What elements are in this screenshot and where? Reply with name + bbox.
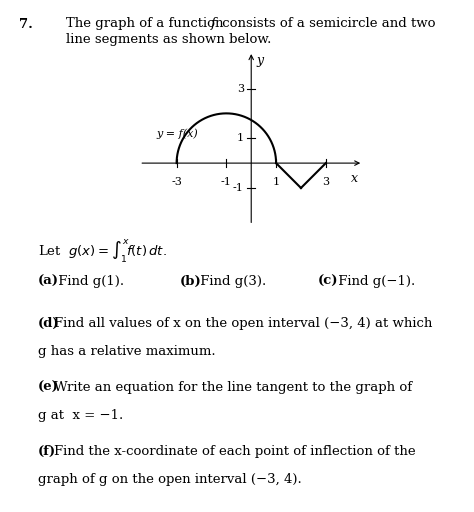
Text: -1: -1 — [221, 177, 232, 187]
Text: 1: 1 — [273, 177, 280, 187]
Text: Find the x-coordinate of each point of inflection of the: Find the x-coordinate of each point of i… — [54, 445, 416, 458]
Text: -3: -3 — [171, 177, 182, 187]
Text: 1: 1 — [237, 133, 244, 143]
Text: Find g(3).: Find g(3). — [196, 275, 266, 288]
Text: (b): (b) — [180, 275, 202, 288]
Text: (a): (a) — [38, 275, 59, 288]
Text: g at  x = −1.: g at x = −1. — [38, 409, 123, 422]
Text: Find all values of x on the open interval (−3, 4) at which: Find all values of x on the open interva… — [54, 317, 432, 330]
Text: (e): (e) — [38, 381, 59, 394]
Text: line segments as shown below.: line segments as shown below. — [66, 33, 272, 46]
Text: Find g(−1).: Find g(−1). — [334, 275, 415, 288]
Text: 7.: 7. — [19, 18, 33, 31]
Text: f: f — [211, 17, 216, 30]
Text: graph of g on the open interval (−3, 4).: graph of g on the open interval (−3, 4). — [38, 473, 301, 486]
Text: g has a relative maximum.: g has a relative maximum. — [38, 345, 216, 358]
Text: (c): (c) — [318, 275, 338, 288]
Text: consists of a semicircle and two: consists of a semicircle and two — [218, 17, 435, 30]
Text: Find g(1).: Find g(1). — [54, 275, 124, 288]
Text: y: y — [256, 54, 264, 67]
Text: 3: 3 — [237, 83, 244, 94]
Text: y = f(x): y = f(x) — [157, 128, 199, 139]
Text: x: x — [351, 172, 358, 185]
Text: (d): (d) — [38, 317, 60, 330]
Text: 3: 3 — [322, 177, 329, 187]
Text: -1: -1 — [233, 183, 244, 193]
Text: The graph of a function: The graph of a function — [66, 17, 228, 30]
Text: Write an equation for the line tangent to the graph of: Write an equation for the line tangent t… — [54, 381, 412, 394]
Text: Let  $g(x) = \int_1^x\!f(t)\,dt.$: Let $g(x) = \int_1^x\!f(t)\,dt.$ — [38, 238, 167, 265]
Text: (f): (f) — [38, 445, 56, 458]
